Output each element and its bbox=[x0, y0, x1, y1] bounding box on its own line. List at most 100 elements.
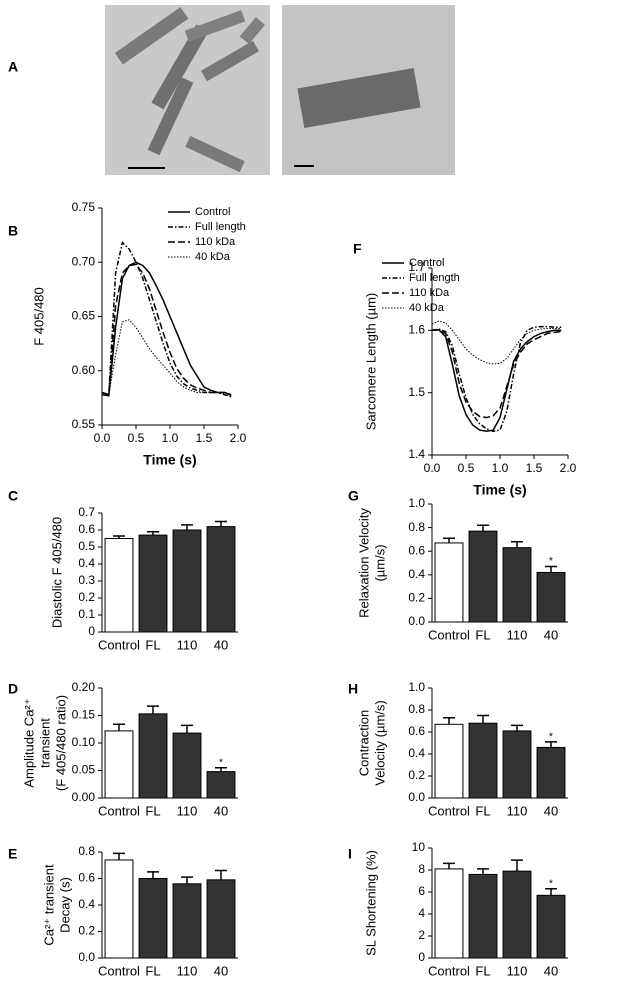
bar bbox=[536, 571, 566, 623]
error-bar bbox=[215, 869, 227, 880]
bar bbox=[502, 547, 532, 623]
error-bar bbox=[215, 520, 227, 527]
x-tick-label: 2.0 bbox=[560, 461, 577, 475]
micrograph-right bbox=[282, 5, 455, 175]
legend-label: 40 kDa bbox=[409, 302, 445, 314]
y-tick-label: 0.4 bbox=[408, 746, 425, 760]
panel-letter: F bbox=[353, 241, 362, 257]
y-tick-label: 0.8 bbox=[408, 702, 425, 716]
y-tick-label: 0.60 bbox=[72, 363, 96, 377]
bar bbox=[138, 534, 168, 633]
line-series bbox=[431, 328, 562, 419]
panel-letter: D bbox=[8, 681, 18, 697]
x-tick-label: 0.5 bbox=[128, 431, 145, 445]
y-tick-label: 1.0 bbox=[408, 496, 425, 510]
x-tick-label: 1.5 bbox=[526, 461, 543, 475]
x-tick-label: 0.5 bbox=[458, 461, 475, 475]
x-tick-label: Control bbox=[428, 963, 470, 978]
legend-label: 40 kDa bbox=[195, 251, 231, 263]
y-tick-label: 0.65 bbox=[72, 309, 96, 323]
significance-mark: * bbox=[549, 556, 553, 567]
bar bbox=[536, 894, 566, 959]
bar bbox=[468, 530, 498, 623]
y-tick-label: 0 bbox=[418, 950, 425, 964]
y-tick-label: 0.75 bbox=[72, 200, 96, 214]
bar bbox=[468, 873, 498, 959]
y-tick-label: 0.4 bbox=[78, 556, 95, 570]
y-tick-label: 10 bbox=[412, 840, 426, 854]
x-tick-label: FL bbox=[145, 963, 160, 978]
error-bar bbox=[443, 537, 455, 543]
x-tick-label: 110 bbox=[177, 963, 198, 978]
y-tick-label: 0.2 bbox=[408, 591, 425, 605]
x-tick-label: 110 bbox=[177, 637, 198, 652]
y-tick-label: 0 bbox=[88, 624, 95, 638]
panel-letter: H bbox=[348, 681, 358, 697]
x-tick-label: Control bbox=[428, 627, 470, 642]
significance-mark: * bbox=[219, 757, 223, 768]
panel-letter: B bbox=[8, 223, 18, 239]
y-axis-label: SL Shortening (%) bbox=[363, 850, 378, 956]
error-bar bbox=[113, 723, 125, 731]
x-axis-label: Time (s) bbox=[473, 482, 526, 498]
y-tick-label: 0.2 bbox=[78, 590, 95, 604]
x-tick-label: 40 bbox=[214, 963, 228, 978]
x-axis-label: Time (s) bbox=[143, 452, 196, 468]
y-axis-label: F 405/480 bbox=[31, 287, 46, 346]
panel-letter: A bbox=[8, 59, 18, 75]
y-axis-label: Ca²⁺ transient bbox=[41, 864, 56, 946]
y-tick-label: 0.05 bbox=[72, 763, 96, 777]
error-bar bbox=[181, 724, 193, 734]
y-tick-label: 0.55 bbox=[72, 417, 96, 431]
legend-label: Control bbox=[409, 257, 444, 269]
y-tick-label: 0.3 bbox=[78, 573, 95, 587]
x-tick-label: 40 bbox=[544, 803, 558, 818]
x-tick-label: FL bbox=[475, 627, 490, 642]
panel-letter: E bbox=[8, 846, 17, 862]
error-bar bbox=[113, 535, 125, 539]
y-tick-label: 0.00 bbox=[72, 790, 96, 804]
y-tick-label: 0.1 bbox=[78, 607, 95, 621]
x-tick-label: FL bbox=[475, 803, 490, 818]
panel-letter: C bbox=[8, 488, 18, 504]
error-bar bbox=[477, 714, 489, 724]
line-series bbox=[101, 241, 232, 398]
x-tick-label: 1.0 bbox=[162, 431, 179, 445]
error-bar bbox=[113, 852, 125, 860]
y-tick-label: 1.0 bbox=[408, 680, 425, 694]
error-bar bbox=[545, 565, 557, 573]
x-tick-label: 40 bbox=[544, 963, 558, 978]
y-tick-label: 0.4 bbox=[78, 897, 95, 911]
y-tick-label: 0.20 bbox=[72, 680, 96, 694]
error-bar bbox=[147, 530, 159, 536]
y-axis-label: Velocity (µm/s) bbox=[372, 700, 387, 786]
legend-label: 110 kDa bbox=[195, 236, 236, 248]
y-tick-label: 4 bbox=[418, 906, 425, 920]
line-series bbox=[431, 325, 562, 433]
bar bbox=[502, 730, 532, 799]
y-tick-label: 8 bbox=[418, 862, 425, 876]
x-tick-label: FL bbox=[145, 803, 160, 818]
error-bar bbox=[545, 741, 557, 748]
x-tick-label: Control bbox=[98, 803, 140, 818]
y-tick-label: 0.4 bbox=[408, 567, 425, 581]
bar bbox=[206, 879, 236, 959]
bar bbox=[206, 771, 236, 799]
bar bbox=[502, 870, 532, 959]
y-tick-label: 1.6 bbox=[408, 323, 425, 337]
y-tick-label: 0.10 bbox=[72, 735, 96, 749]
x-tick-label: 40 bbox=[544, 627, 558, 642]
x-tick-label: 2.0 bbox=[230, 431, 247, 445]
bar bbox=[138, 878, 168, 959]
significance-mark: * bbox=[549, 878, 553, 889]
y-axis-label: Contraction bbox=[356, 710, 371, 776]
bar bbox=[536, 746, 566, 799]
legend-label: 110 kDa bbox=[409, 287, 450, 299]
x-tick-label: 110 bbox=[507, 627, 528, 642]
bar bbox=[104, 730, 134, 799]
error-bar bbox=[443, 716, 455, 725]
y-tick-label: 0.15 bbox=[72, 708, 96, 722]
y-tick-label: 0.7 bbox=[78, 505, 95, 519]
y-tick-label: 0.0 bbox=[408, 790, 425, 804]
